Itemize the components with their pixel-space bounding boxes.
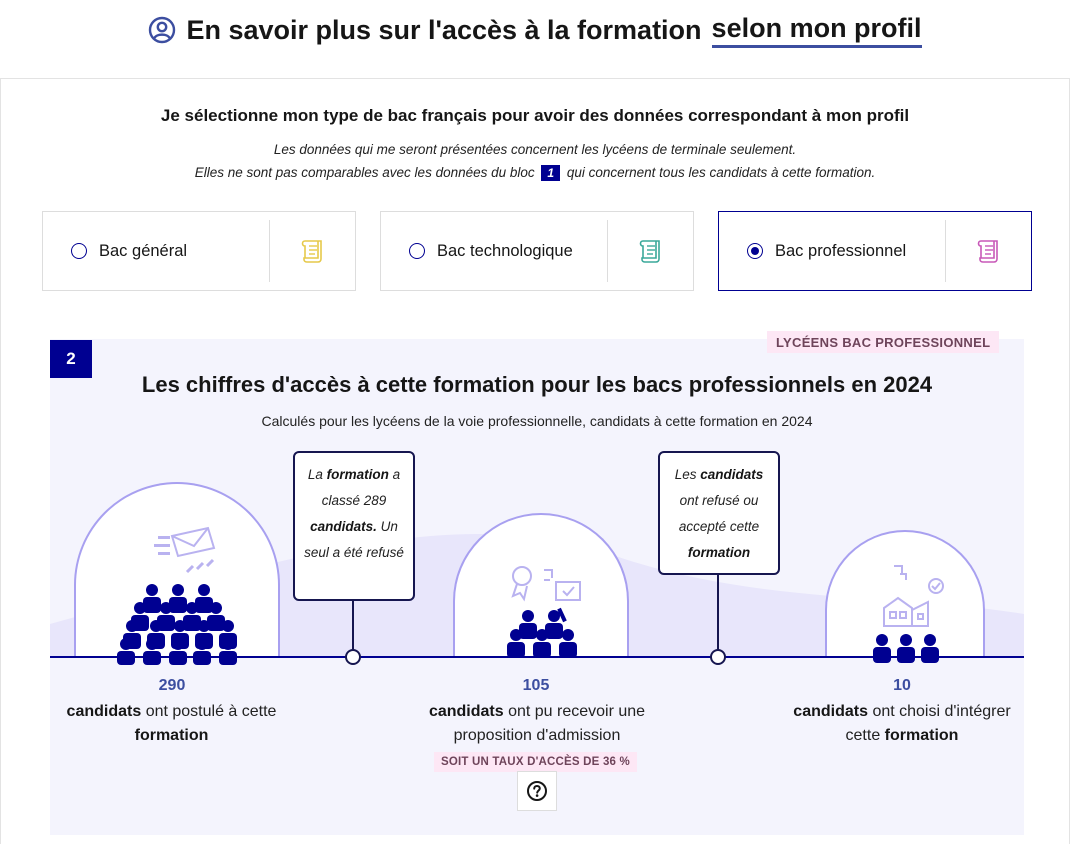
timeline-node: [345, 649, 361, 665]
bac-option-professionnel[interactable]: Bac professionnel: [718, 211, 1032, 291]
note-text-before: Elles ne sont pas comparables avec les d…: [194, 165, 535, 180]
admission-offer-icon: [507, 566, 581, 658]
page-title-text: En savoir plus sur l'accès à la formatio…: [186, 14, 702, 45]
bac-option-label: Bac général: [99, 241, 188, 260]
access-rate-badge: SOIT UN TAUX D'ACCÈS DE 36 %: [434, 752, 637, 772]
stat-bold: candidats: [793, 703, 868, 720]
bac-option-label: Bac professionnel: [775, 241, 907, 260]
profile-note-line2: Elles ne sont pas comparables avec les d…: [0, 165, 1070, 181]
radio-button[interactable]: [409, 243, 425, 259]
bac-option-main[interactable]: Bac général: [43, 212, 269, 290]
callout-text: La: [307, 467, 327, 482]
callout-ranking: La formation a classé 289 candidats. Un …: [293, 451, 415, 601]
school-enrollment-icon: [873, 565, 944, 663]
callout2-stem: [717, 574, 719, 650]
radio-dot: [751, 247, 759, 255]
step3-text: candidats ont choisi d'intégrer cette fo…: [774, 700, 1030, 748]
page-header: En savoir plus sur l'accès à la formatio…: [0, 0, 1070, 60]
bloc-badge: 1: [541, 165, 561, 181]
stat-bold: candidats: [66, 703, 142, 720]
stat-bold: candidats: [428, 703, 504, 720]
step3-number: 10: [893, 677, 911, 694]
stats-title: Les chiffres d'accès à cette formation p…: [141, 372, 933, 397]
bac-option-main[interactable]: Bac technologique: [381, 212, 607, 290]
bac-option-label: Bac technologique: [437, 241, 573, 260]
radio-button[interactable]: [71, 243, 87, 259]
radio-button-checked[interactable]: [747, 243, 763, 259]
section-number-badge: 2: [50, 340, 92, 378]
group-candidates-icon: [117, 526, 237, 665]
callout-text: Un seul a été refusé: [304, 519, 404, 560]
stat-text: ont postulé à cette: [145, 703, 277, 720]
callout-decision: Les candidats ont refusé ou accepté cett…: [658, 451, 780, 575]
bac-option-technologique[interactable]: Bac technologique: [380, 211, 694, 291]
step2-number: 105: [522, 677, 550, 694]
scroll-icon: [607, 220, 693, 282]
timeline-node: [710, 649, 726, 665]
callout-text: Les: [674, 467, 701, 482]
callout-bold: formation: [687, 545, 751, 560]
page-title-highlight: selon mon profil: [711, 13, 922, 48]
callout-text: ont refusé ou accepté cette: [678, 493, 760, 534]
callout-bold: candidats.: [310, 519, 377, 534]
step2-text: candidats ont pu recevoir une propositio…: [416, 700, 658, 748]
callout-bold: formation: [326, 467, 389, 482]
profile-tag: LYCÉENS BAC PROFESSIONNEL: [767, 331, 1000, 353]
profile-select-title: Je sélectionne mon type de bac français …: [160, 106, 910, 125]
user-circle-icon: [149, 16, 176, 44]
profile-note-line1: Les données qui me seront présentées con…: [273, 142, 797, 157]
callout-bold: candidats: [700, 467, 764, 482]
callout-text: a classé 289: [321, 467, 401, 508]
help-button[interactable]: [517, 771, 557, 811]
stat-text: ont choisi d'intégrer cette: [845, 703, 1011, 744]
timeline-line: [50, 656, 1024, 658]
step1-text: candidats ont postulé à cette formation: [50, 700, 293, 748]
scroll-icon: [269, 220, 355, 282]
callout1-stem: [352, 600, 354, 650]
bac-option-main[interactable]: Bac professionnel: [719, 212, 945, 290]
step1-number: 290: [158, 677, 186, 694]
note-text-after: qui concernent tous les candidats à cett…: [566, 165, 876, 180]
page-title: En savoir plus sur l'accès à la formatio…: [148, 13, 922, 48]
scroll-icon: [945, 220, 1031, 282]
stat-bold: formation: [134, 727, 209, 744]
question-circle-icon: [527, 781, 547, 801]
stat-bold: formation: [884, 727, 959, 744]
stat-text: ont pu recevoir une proposition d'admiss…: [453, 703, 646, 744]
bac-option-general[interactable]: Bac général: [42, 211, 356, 291]
stats-subtitle: Calculés pour les lycéens de la voie pro…: [261, 413, 813, 429]
